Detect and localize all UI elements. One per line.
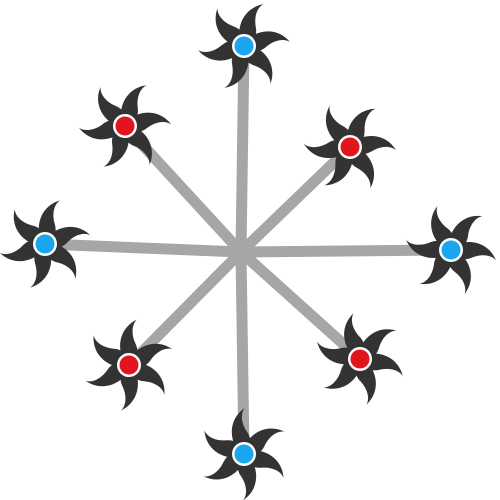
propeller-blade: [198, 40, 238, 61]
hub-blue-dot: [234, 36, 254, 56]
hub-red-dot: [350, 349, 370, 369]
arm-bottom-right: [237, 247, 364, 364]
rotor-left: [0, 200, 91, 288]
propeller-icon: [78, 85, 172, 167]
arm-left: [44, 238, 242, 258]
hub-red-dot: [119, 355, 139, 375]
propeller-blade: [355, 364, 376, 405]
hub-blue-dot: [441, 240, 461, 260]
propeller-blade: [120, 370, 138, 411]
rotor-top: [198, 4, 290, 88]
propeller-blade: [406, 239, 447, 258]
propeller-blade: [130, 112, 172, 132]
propeller-blade: [355, 136, 397, 155]
rotor-top-right: [303, 105, 397, 189]
hub-blue-dot: [234, 444, 254, 464]
arms-group: [44, 45, 452, 455]
propeller-blade: [0, 240, 40, 262]
rotor-top-left: [78, 85, 172, 167]
arm-top-right: [237, 143, 354, 256]
arm-top: [235, 45, 250, 253]
hub-red-dot: [115, 116, 135, 136]
propeller-blade: [50, 226, 91, 248]
propeller-blade: [120, 319, 138, 360]
rotor-right: [406, 205, 496, 295]
rotor-bottom: [203, 407, 285, 500]
propeller-blade: [344, 313, 365, 354]
propeller-blade: [237, 459, 257, 500]
arm-bottom: [235, 251, 250, 455]
propeller-blade: [455, 242, 496, 261]
propeller-blade: [78, 120, 120, 140]
rotor-bottom-right: [317, 313, 403, 405]
propeller-blade: [231, 407, 251, 449]
hub-blue-dot: [35, 234, 55, 254]
propeller-blade: [250, 31, 290, 52]
propeller-blade: [303, 139, 345, 158]
rotor-bottom-left: [85, 319, 173, 411]
hub-red-dot: [340, 137, 360, 157]
